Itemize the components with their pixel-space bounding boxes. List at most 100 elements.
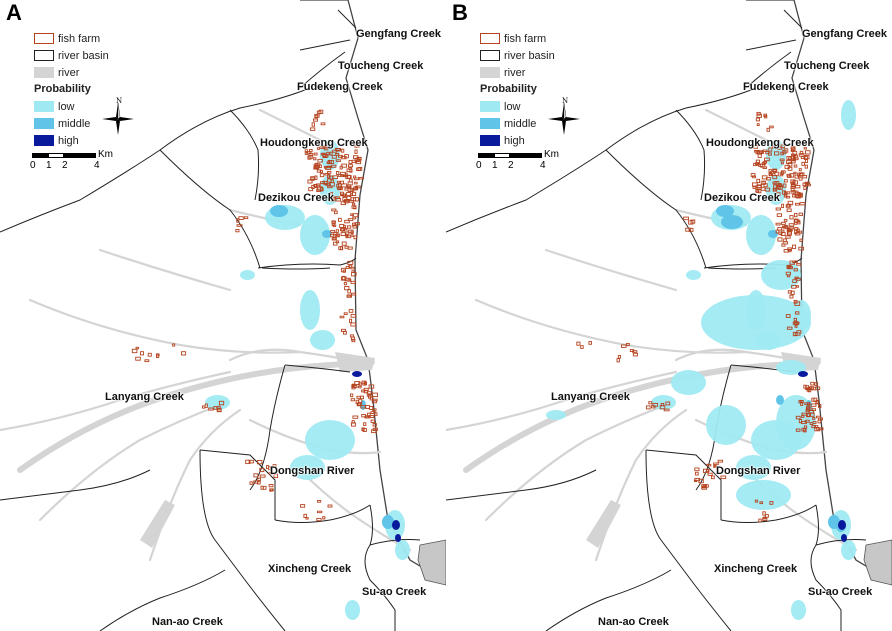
basin-boundary [720, 504, 817, 523]
fish-farm-plot [303, 513, 307, 518]
fish-farm-plot [815, 415, 822, 419]
fish-farm-plot [632, 350, 638, 353]
low-probability-area [290, 455, 325, 480]
fish-farm-plot [327, 504, 333, 508]
fish-farm-plot [320, 187, 324, 192]
river-channel [586, 500, 621, 548]
fish-farm-plot [794, 154, 798, 159]
fish-farm-plot [795, 184, 801, 189]
fish-farm-plot [648, 401, 653, 405]
fish-farm-plot [621, 344, 627, 348]
fish-farm-plot [352, 224, 358, 229]
fish-farm-plot [785, 271, 791, 276]
fish-farm-plot [353, 197, 359, 202]
fish-farm-plot [632, 352, 638, 357]
fish-farm-plot [343, 312, 348, 316]
fish-farm-plot [702, 485, 706, 489]
fish-farm-plot [796, 263, 802, 266]
river-channel [140, 500, 175, 548]
fish-farm-plot [353, 175, 357, 179]
fish-farm-plot [790, 181, 795, 185]
fish-farm-plot [350, 393, 354, 398]
fish-farm-plot [307, 155, 312, 160]
fish-farm-plot [344, 219, 350, 224]
fish-farm-plot [759, 501, 764, 505]
legend-high: high [34, 132, 109, 149]
fish-farm-plot [354, 185, 359, 191]
fish-farm-plot [817, 419, 822, 424]
map-legend: fish farm river basin river Probability … [34, 30, 109, 149]
fish-farm-plot [352, 216, 357, 220]
fish-farm-plot [756, 111, 761, 116]
fish-farm-plot [344, 286, 350, 291]
fish-farm-plot [131, 348, 138, 354]
river-channel [484, 403, 668, 522]
label-nan-ao-creek: Nan-ao Creek [152, 616, 223, 628]
fish-farm-plot [782, 241, 789, 245]
fish-farm-plot [135, 356, 141, 361]
fish-farm-plot [651, 405, 656, 409]
fish-farm-plot [810, 386, 817, 391]
label-houdongkeng-creek: Houdongkeng Creek [260, 137, 368, 149]
legend-label: fish farm [58, 32, 101, 45]
middle-probability-area [322, 230, 332, 238]
fish-farm-plot [331, 237, 336, 241]
fish-farm-plot [350, 313, 357, 318]
basin-boundary [745, 39, 797, 51]
fish-farm-plot [355, 160, 362, 165]
fish-farm-plot [780, 170, 784, 175]
fish-farm-plot [791, 284, 797, 289]
basin-boundary [745, 51, 792, 89]
low-probability-area [300, 290, 320, 330]
fish-farm-plot [804, 154, 810, 160]
fish-farm-plot [235, 229, 240, 233]
fish-farm-plot [780, 232, 786, 236]
fish-farm-plot [754, 149, 760, 153]
fish-farm-plot [706, 469, 710, 473]
middle-probability-area [270, 205, 288, 217]
basin-boundary [545, 569, 672, 631]
fish-farm-plot [351, 205, 357, 209]
fish-farm-plot [147, 352, 152, 357]
fish-farm-plot [315, 184, 320, 188]
fish-farm-plot [335, 229, 339, 233]
fish-farm-plot [256, 480, 261, 485]
fish-farm-plot [273, 473, 279, 479]
fish-farm-plot [341, 241, 347, 246]
fish-farm-plot [799, 238, 803, 242]
fish-farm-plot [320, 122, 326, 126]
fish-farm-plot [347, 246, 353, 250]
fish-farm-plot [683, 216, 689, 221]
fish-farm-plot [762, 180, 766, 185]
fish-farm-plot [344, 245, 349, 249]
river-swatch [480, 67, 500, 78]
fish-farm-plot [805, 183, 811, 187]
river-channel [594, 408, 688, 562]
scale-tick: 4 [540, 160, 546, 171]
fish-farm-plot [347, 260, 354, 265]
fish-farm-plot [795, 415, 801, 420]
fish-farm-plot [811, 397, 815, 402]
fish-farm-plot [757, 153, 762, 158]
fish-farm-plot [760, 187, 766, 191]
fish-farm-plot [786, 175, 792, 178]
scale-bar: Km 0 1 2 4 [476, 149, 578, 177]
legend-river-basin: river basin [480, 47, 555, 64]
river-basin-swatch [34, 50, 54, 61]
high-probability-area [838, 520, 846, 530]
fish-farm-plot [580, 345, 584, 349]
fish-farm-plot [787, 290, 793, 294]
fish-farm-plot [713, 465, 717, 468]
panel-label-a: A [6, 0, 22, 25]
fish-farm-plot [799, 172, 805, 177]
map-canvas-b [446, 0, 892, 631]
fish-farm-plot [776, 213, 782, 217]
fish-farm-plot [717, 459, 724, 463]
river-channel [148, 408, 242, 562]
basin-boundary [446, 87, 757, 233]
label-lanyang-creek: Lanyang Creek [105, 391, 184, 403]
fish-farm-plot [794, 212, 798, 218]
fish-farm-plot [347, 225, 352, 229]
fish-farm-plot [803, 185, 807, 191]
fish-farm-plot [756, 163, 760, 166]
